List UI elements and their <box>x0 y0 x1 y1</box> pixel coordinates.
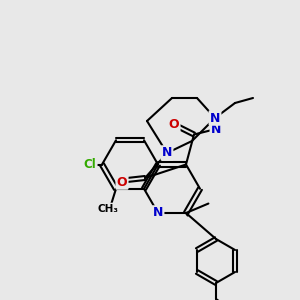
Text: O: O <box>169 118 179 131</box>
Text: N: N <box>210 112 220 124</box>
Text: O: O <box>117 176 127 188</box>
Text: CH₃: CH₃ <box>98 204 118 214</box>
Text: N: N <box>162 146 172 160</box>
Text: N: N <box>153 206 163 220</box>
Text: N: N <box>211 123 221 136</box>
Text: Cl: Cl <box>84 158 96 171</box>
